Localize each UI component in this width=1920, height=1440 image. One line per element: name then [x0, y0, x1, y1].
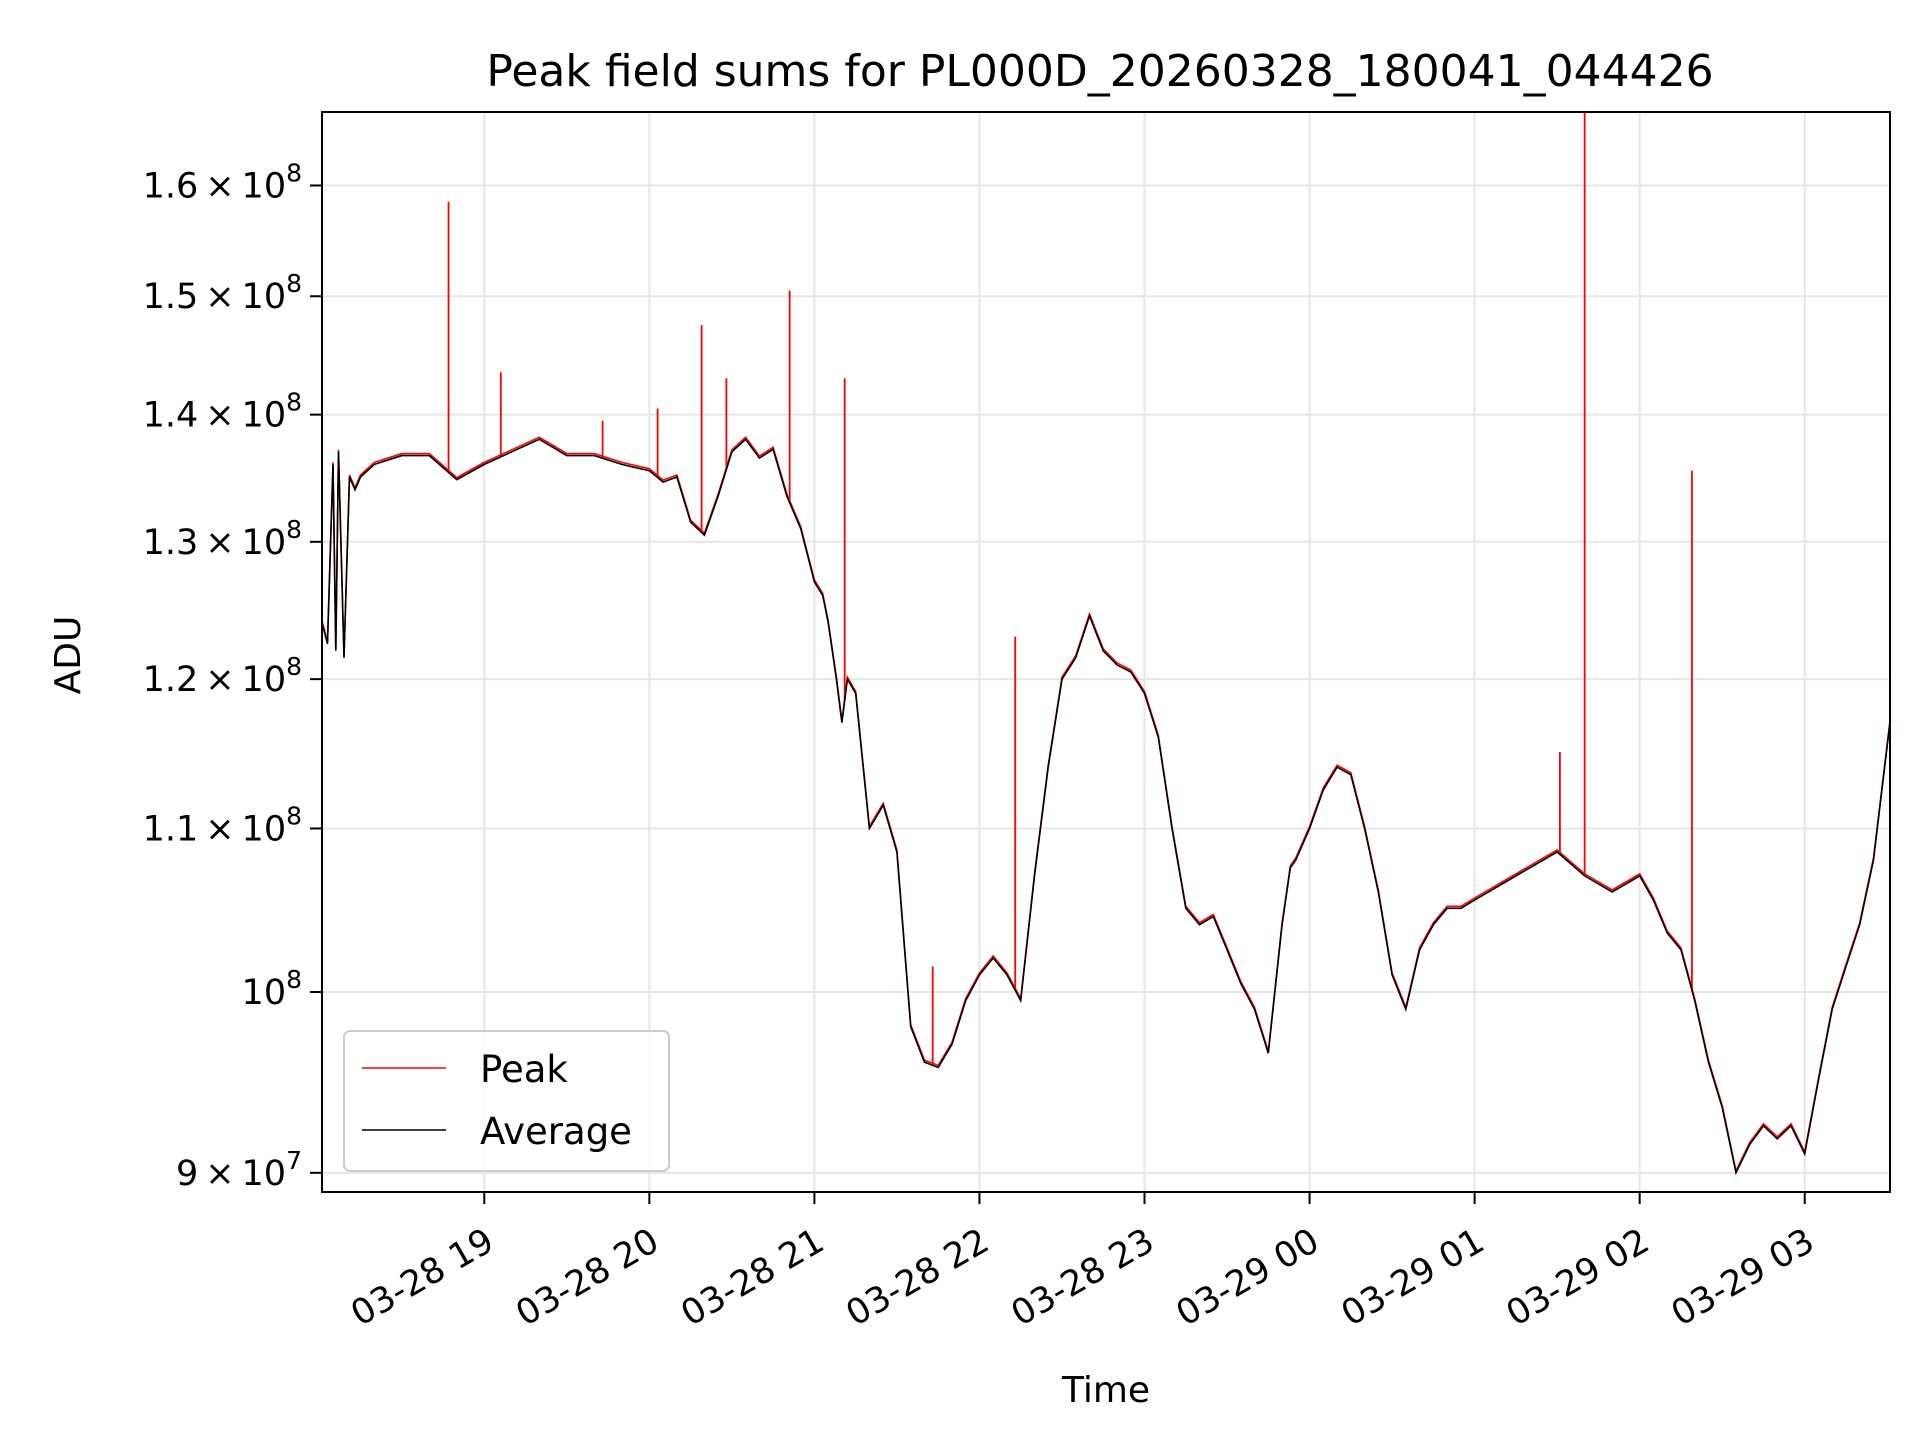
legend-average-label: Average: [480, 1110, 632, 1153]
chart-title: Peak field sums for PL000D_20260328_1800…: [486, 46, 1713, 97]
y-tick-label: 9 × 107: [176, 1146, 302, 1194]
y-tick-label: 1.5 × 108: [143, 269, 302, 317]
legend-peak-label: Peak: [480, 1048, 568, 1091]
y-tick-label: 1.1 × 108: [143, 801, 302, 849]
y-tick-label: 1.4 × 108: [143, 388, 302, 436]
y-tick-label: 1.3 × 108: [143, 515, 302, 563]
y-tick-label: 1.2 × 108: [143, 652, 302, 700]
average-series-line: [322, 438, 1890, 1176]
peak-spikes: [447, 112, 1693, 1066]
y-tick-label: 1.6 × 108: [143, 158, 302, 206]
legend-box: [343, 1030, 670, 1172]
plot-frame: [321, 111, 1891, 1193]
y-axis-label: ADU: [48, 616, 89, 695]
legend: Peak Average: [343, 1030, 670, 1172]
grid: [322, 112, 1890, 1192]
x-axis-label: Time: [1061, 1370, 1150, 1411]
